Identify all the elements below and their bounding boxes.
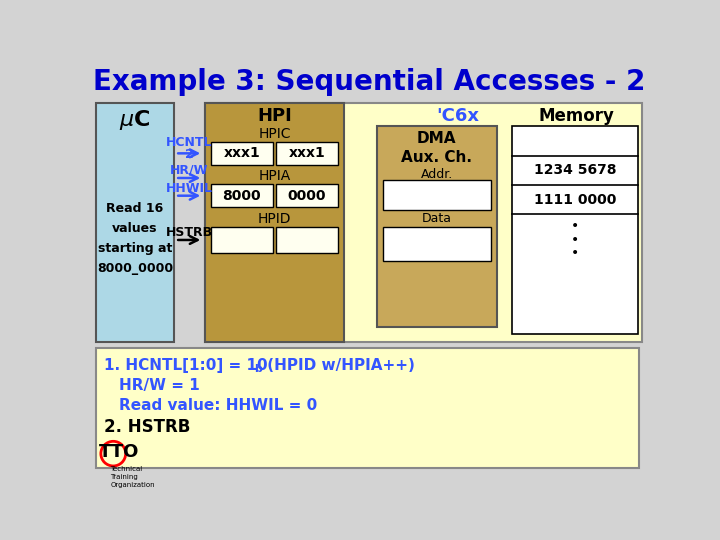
Text: Memory: Memory: [539, 107, 615, 125]
Text: (HPID w/HPIA++): (HPID w/HPIA++): [262, 357, 415, 373]
Text: 2. HSTRB: 2. HSTRB: [104, 418, 190, 436]
Text: DMA
Aux. Ch.: DMA Aux. Ch.: [401, 131, 472, 165]
Text: HCNTL: HCNTL: [166, 136, 212, 149]
Bar: [513, 126, 638, 334]
Bar: [96, 348, 639, 468]
Text: HPI: HPI: [257, 107, 292, 125]
Bar: [204, 103, 642, 342]
Text: 2: 2: [185, 148, 194, 161]
Text: Read 16
values
starting at
8000_0000: Read 16 values starting at 8000_0000: [97, 201, 173, 274]
Text: xxx1: xxx1: [223, 146, 260, 160]
Bar: [211, 142, 273, 165]
Bar: [211, 226, 273, 253]
Text: 8000: 8000: [222, 188, 261, 202]
Bar: [377, 126, 497, 327]
Text: Read value: HHWIL = 0: Read value: HHWIL = 0: [120, 397, 318, 413]
Text: HPIA: HPIA: [258, 170, 291, 184]
Bar: [383, 180, 490, 210]
Text: 0000: 0000: [288, 188, 326, 202]
Text: 1234 5678: 1234 5678: [534, 163, 616, 177]
Text: HPIC: HPIC: [258, 127, 291, 141]
Bar: [276, 226, 338, 253]
Text: xxx1: xxx1: [289, 146, 325, 160]
Bar: [211, 184, 273, 207]
Text: •: •: [571, 246, 580, 260]
Text: b: b: [254, 364, 262, 374]
Bar: [204, 103, 344, 342]
Bar: [276, 142, 338, 165]
Text: •: •: [571, 219, 580, 233]
Text: •: •: [571, 233, 580, 247]
Text: TTO: TTO: [99, 443, 140, 461]
Text: HSTRB: HSTRB: [166, 226, 213, 239]
Text: HPID: HPID: [258, 212, 291, 226]
Text: HR/W = 1: HR/W = 1: [120, 377, 200, 393]
Text: Example 3: Sequential Accesses - 2: Example 3: Sequential Accesses - 2: [93, 68, 645, 96]
Text: 'C6x: 'C6x: [437, 107, 480, 125]
Text: $\mu$C: $\mu$C: [120, 108, 150, 132]
Text: Data: Data: [422, 212, 452, 225]
Text: 1111 0000: 1111 0000: [534, 193, 616, 206]
Bar: [276, 184, 338, 207]
Bar: [96, 103, 174, 342]
Bar: [383, 226, 490, 261]
Text: Addr.: Addr.: [420, 167, 453, 181]
Text: 1. HCNTL[1:0] = 10: 1. HCNTL[1:0] = 10: [104, 357, 268, 373]
Text: Technical
Training
Organization: Technical Training Organization: [110, 466, 155, 488]
Text: HR/W: HR/W: [170, 164, 208, 177]
Text: HHWIL: HHWIL: [166, 181, 212, 194]
